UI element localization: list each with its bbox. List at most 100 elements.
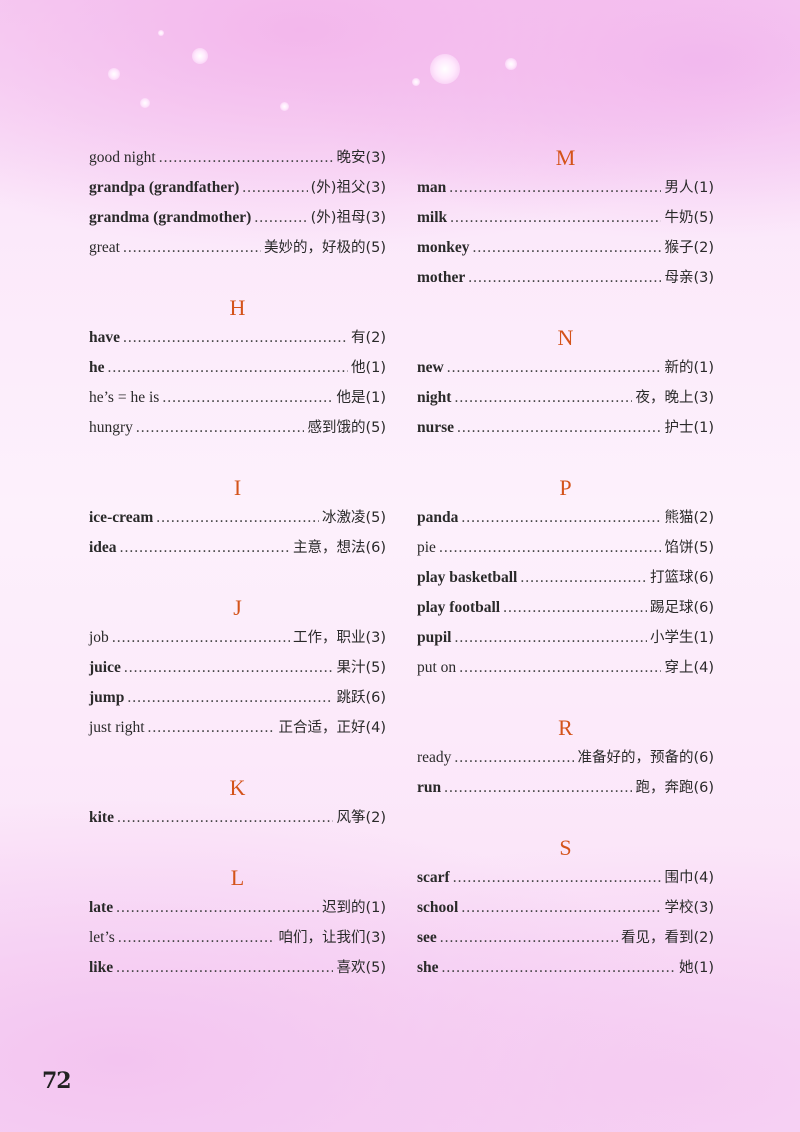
dot-leader [453, 863, 662, 893]
entry-word: he’s = he is [89, 389, 160, 406]
sparkle-decoration [505, 58, 517, 70]
glossary-entry: run 跑，奔跑(6) [417, 773, 714, 803]
entry-meaning: 主意，想法(6) [292, 540, 386, 556]
entry-word: see [417, 929, 437, 946]
glossary-entry: have 有(2) [89, 323, 386, 353]
entry-word: mother [417, 269, 466, 286]
entry-meaning: 美妙的，好极的(5) [263, 240, 386, 256]
glossary-entry: idea 主意，想法(6) [89, 533, 386, 563]
entry-meaning: 果汁(5) [336, 660, 386, 676]
glossary-entry: ready 准备好的，预备的(6) [417, 743, 714, 773]
dot-leader [242, 173, 307, 203]
entry-word: play football [417, 599, 501, 616]
entry-meaning: 新的(1) [664, 360, 714, 376]
entry-meaning: 学校(3) [664, 900, 714, 916]
glossary-entry: she 她(1) [417, 953, 714, 983]
entry-meaning: 他(1) [350, 360, 386, 376]
glossary-entry: scarf 围巾(4) [417, 863, 714, 893]
glossary-entry: panda 熊猫(2) [417, 503, 714, 533]
entry-meaning: 牛奶(5) [664, 210, 714, 226]
entry-word: idea [89, 539, 117, 556]
dot-leader [461, 503, 661, 533]
entry-word: grandma (grandmother) [89, 209, 252, 226]
entry-word: good night [89, 149, 156, 166]
glossary-entry: night 夜，晚上(3) [417, 383, 714, 413]
entry-word: have [89, 329, 120, 346]
glossary-entry: jump 跳跃(6) [89, 683, 386, 713]
glossary-entry: put on 穿上(4) [417, 653, 714, 683]
glossary-entry: pupil 小学生(1) [417, 623, 714, 653]
entry-word: great [89, 239, 120, 256]
sparkle-decoration [158, 30, 164, 36]
glossary-entry: play football 踢足球(6) [417, 593, 714, 623]
entry-word: just right [89, 719, 145, 736]
dot-leader [454, 383, 632, 413]
glossary-entry: man 男人(1) [417, 173, 714, 203]
glossary-entry: pie 馅饼(5) [417, 533, 714, 563]
entry-word: job [89, 629, 109, 646]
entry-meaning: 感到饿的(5) [307, 420, 386, 436]
entry-word: jump [89, 689, 125, 706]
sparkle-decoration [108, 68, 120, 80]
glossary-entry: new 新的(1) [417, 353, 714, 383]
entry-meaning: 猴子(2) [664, 240, 714, 256]
glossary-entry: great 美妙的，好极的(5) [89, 233, 386, 263]
glossary-section: good night 晚安(3) grandpa (grandfather) (外)祖… [89, 143, 386, 263]
entry-meaning: 冰激凌(5) [321, 510, 386, 526]
entry-meaning: 有(2) [350, 330, 386, 346]
entry-meaning: 男人(1) [664, 180, 714, 196]
entry-meaning: 咱们，让我们(3) [278, 930, 386, 946]
dot-leader [116, 953, 333, 983]
entry-meaning: 工作，职业(3) [292, 630, 386, 646]
glossary-entry: he’s = he is 他是(1) [89, 383, 386, 413]
glossary-entry: monkey 猴子(2) [417, 233, 714, 263]
entry-word: milk [417, 209, 448, 226]
dot-leader [457, 413, 661, 443]
entry-meaning: 打篮球(6) [649, 570, 714, 586]
entry-word: nurse [417, 419, 455, 436]
entry-word: kite [89, 809, 114, 826]
entry-word: pupil [417, 629, 452, 646]
entry-meaning: 馅饼(5) [664, 540, 714, 556]
section-letter: L [230, 865, 245, 890]
glossary-entry: see 看见，看到(2) [417, 923, 714, 953]
entry-word: new [417, 359, 444, 376]
entry-meaning: 围巾(4) [664, 870, 714, 886]
entry-meaning: 他是(1) [336, 390, 386, 406]
dot-leader [116, 893, 319, 923]
entry-word: hungry [89, 419, 133, 436]
entry-meaning: (外)祖母(3) [310, 210, 386, 226]
entry-word: grandpa (grandfather) [89, 179, 240, 196]
glossary-entry: just right 正合适，正好(4) [89, 713, 386, 743]
dot-leader [124, 653, 334, 683]
entry-meaning: 看见，看到(2) [620, 930, 714, 946]
glossary-entry: he 他(1) [89, 353, 386, 383]
glossary-entry: good night 晚安(3) [89, 143, 386, 173]
entry-word: late [89, 899, 114, 916]
entry-meaning: 准备好的，预备的(6) [577, 750, 714, 766]
entry-meaning: 小学生(1) [649, 630, 714, 646]
entry-word: juice [89, 659, 121, 676]
dot-leader [503, 593, 647, 623]
glossary-entry: ice-cream 冰激凌(5) [89, 503, 386, 533]
entry-meaning: 跑，奔跑(6) [635, 780, 714, 796]
entry-word: ready [417, 749, 452, 766]
entry-word: monkey [417, 239, 470, 256]
dot-leader [162, 383, 333, 413]
entry-word: panda [417, 509, 459, 526]
entry-meaning: 正合适，正好(4) [278, 720, 386, 736]
dot-leader [159, 143, 334, 173]
glossary-entry: play basketball 打篮球(6) [417, 563, 714, 593]
entry-word: play basketball [417, 569, 518, 586]
dot-leader [450, 203, 661, 233]
entry-meaning: 夜，晚上(3) [635, 390, 714, 406]
section-letter: K [229, 775, 246, 800]
dot-leader [520, 563, 647, 593]
